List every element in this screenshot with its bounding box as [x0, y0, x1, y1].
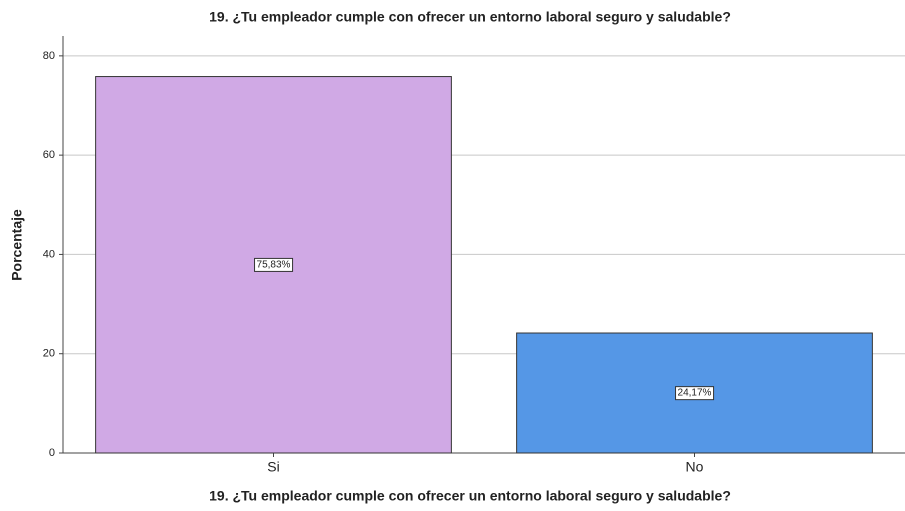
data-label: 24,17%: [678, 388, 712, 399]
data-label: 75,83%: [257, 259, 291, 270]
y-tick-label: 60: [43, 149, 55, 161]
x-tick-label: Si: [267, 459, 279, 475]
y-tick-label: 20: [43, 348, 55, 360]
y-tick-label: 40: [43, 248, 55, 260]
x-tick-label: No: [686, 459, 704, 475]
y-tick-label: 80: [43, 50, 55, 62]
chart-title: 19. ¿Tu empleador cumple con ofrecer un …: [209, 9, 731, 25]
y-tick-label: 0: [49, 447, 55, 459]
y-axis-label: Porcentaje: [9, 209, 25, 281]
data-label-box: [675, 386, 715, 401]
data-label-box: [254, 257, 294, 272]
x-axis-label: 19. ¿Tu empleador cumple con ofrecer un …: [209, 488, 731, 504]
